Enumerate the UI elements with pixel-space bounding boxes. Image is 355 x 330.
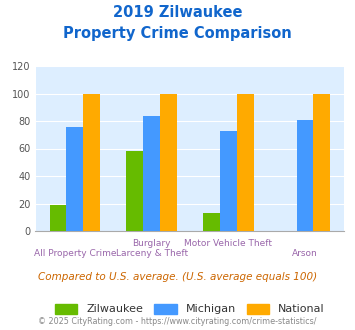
Bar: [66, 126, 83, 231]
Bar: [160, 93, 177, 231]
Bar: [313, 93, 330, 231]
Text: Property Crime Comparison: Property Crime Comparison: [63, 26, 292, 41]
Bar: [50, 205, 66, 231]
Bar: [126, 151, 143, 231]
Text: Larceny & Theft: Larceny & Theft: [115, 249, 188, 258]
Text: Arson: Arson: [292, 249, 318, 258]
Bar: [143, 115, 160, 231]
Bar: [83, 93, 100, 231]
Text: © 2025 CityRating.com - https://www.cityrating.com/crime-statistics/: © 2025 CityRating.com - https://www.city…: [38, 317, 317, 326]
Text: 2019 Zilwaukee: 2019 Zilwaukee: [113, 5, 242, 20]
Bar: [296, 120, 313, 231]
Bar: [237, 93, 253, 231]
Text: Motor Vehicle Theft: Motor Vehicle Theft: [184, 239, 272, 248]
Text: Burglary: Burglary: [132, 239, 171, 248]
Bar: [203, 213, 220, 231]
Text: All Property Crime: All Property Crime: [34, 249, 116, 258]
Bar: [220, 131, 237, 231]
Text: Compared to U.S. average. (U.S. average equals 100): Compared to U.S. average. (U.S. average …: [38, 272, 317, 282]
Legend: Zilwaukee, Michigan, National: Zilwaukee, Michigan, National: [51, 299, 329, 319]
